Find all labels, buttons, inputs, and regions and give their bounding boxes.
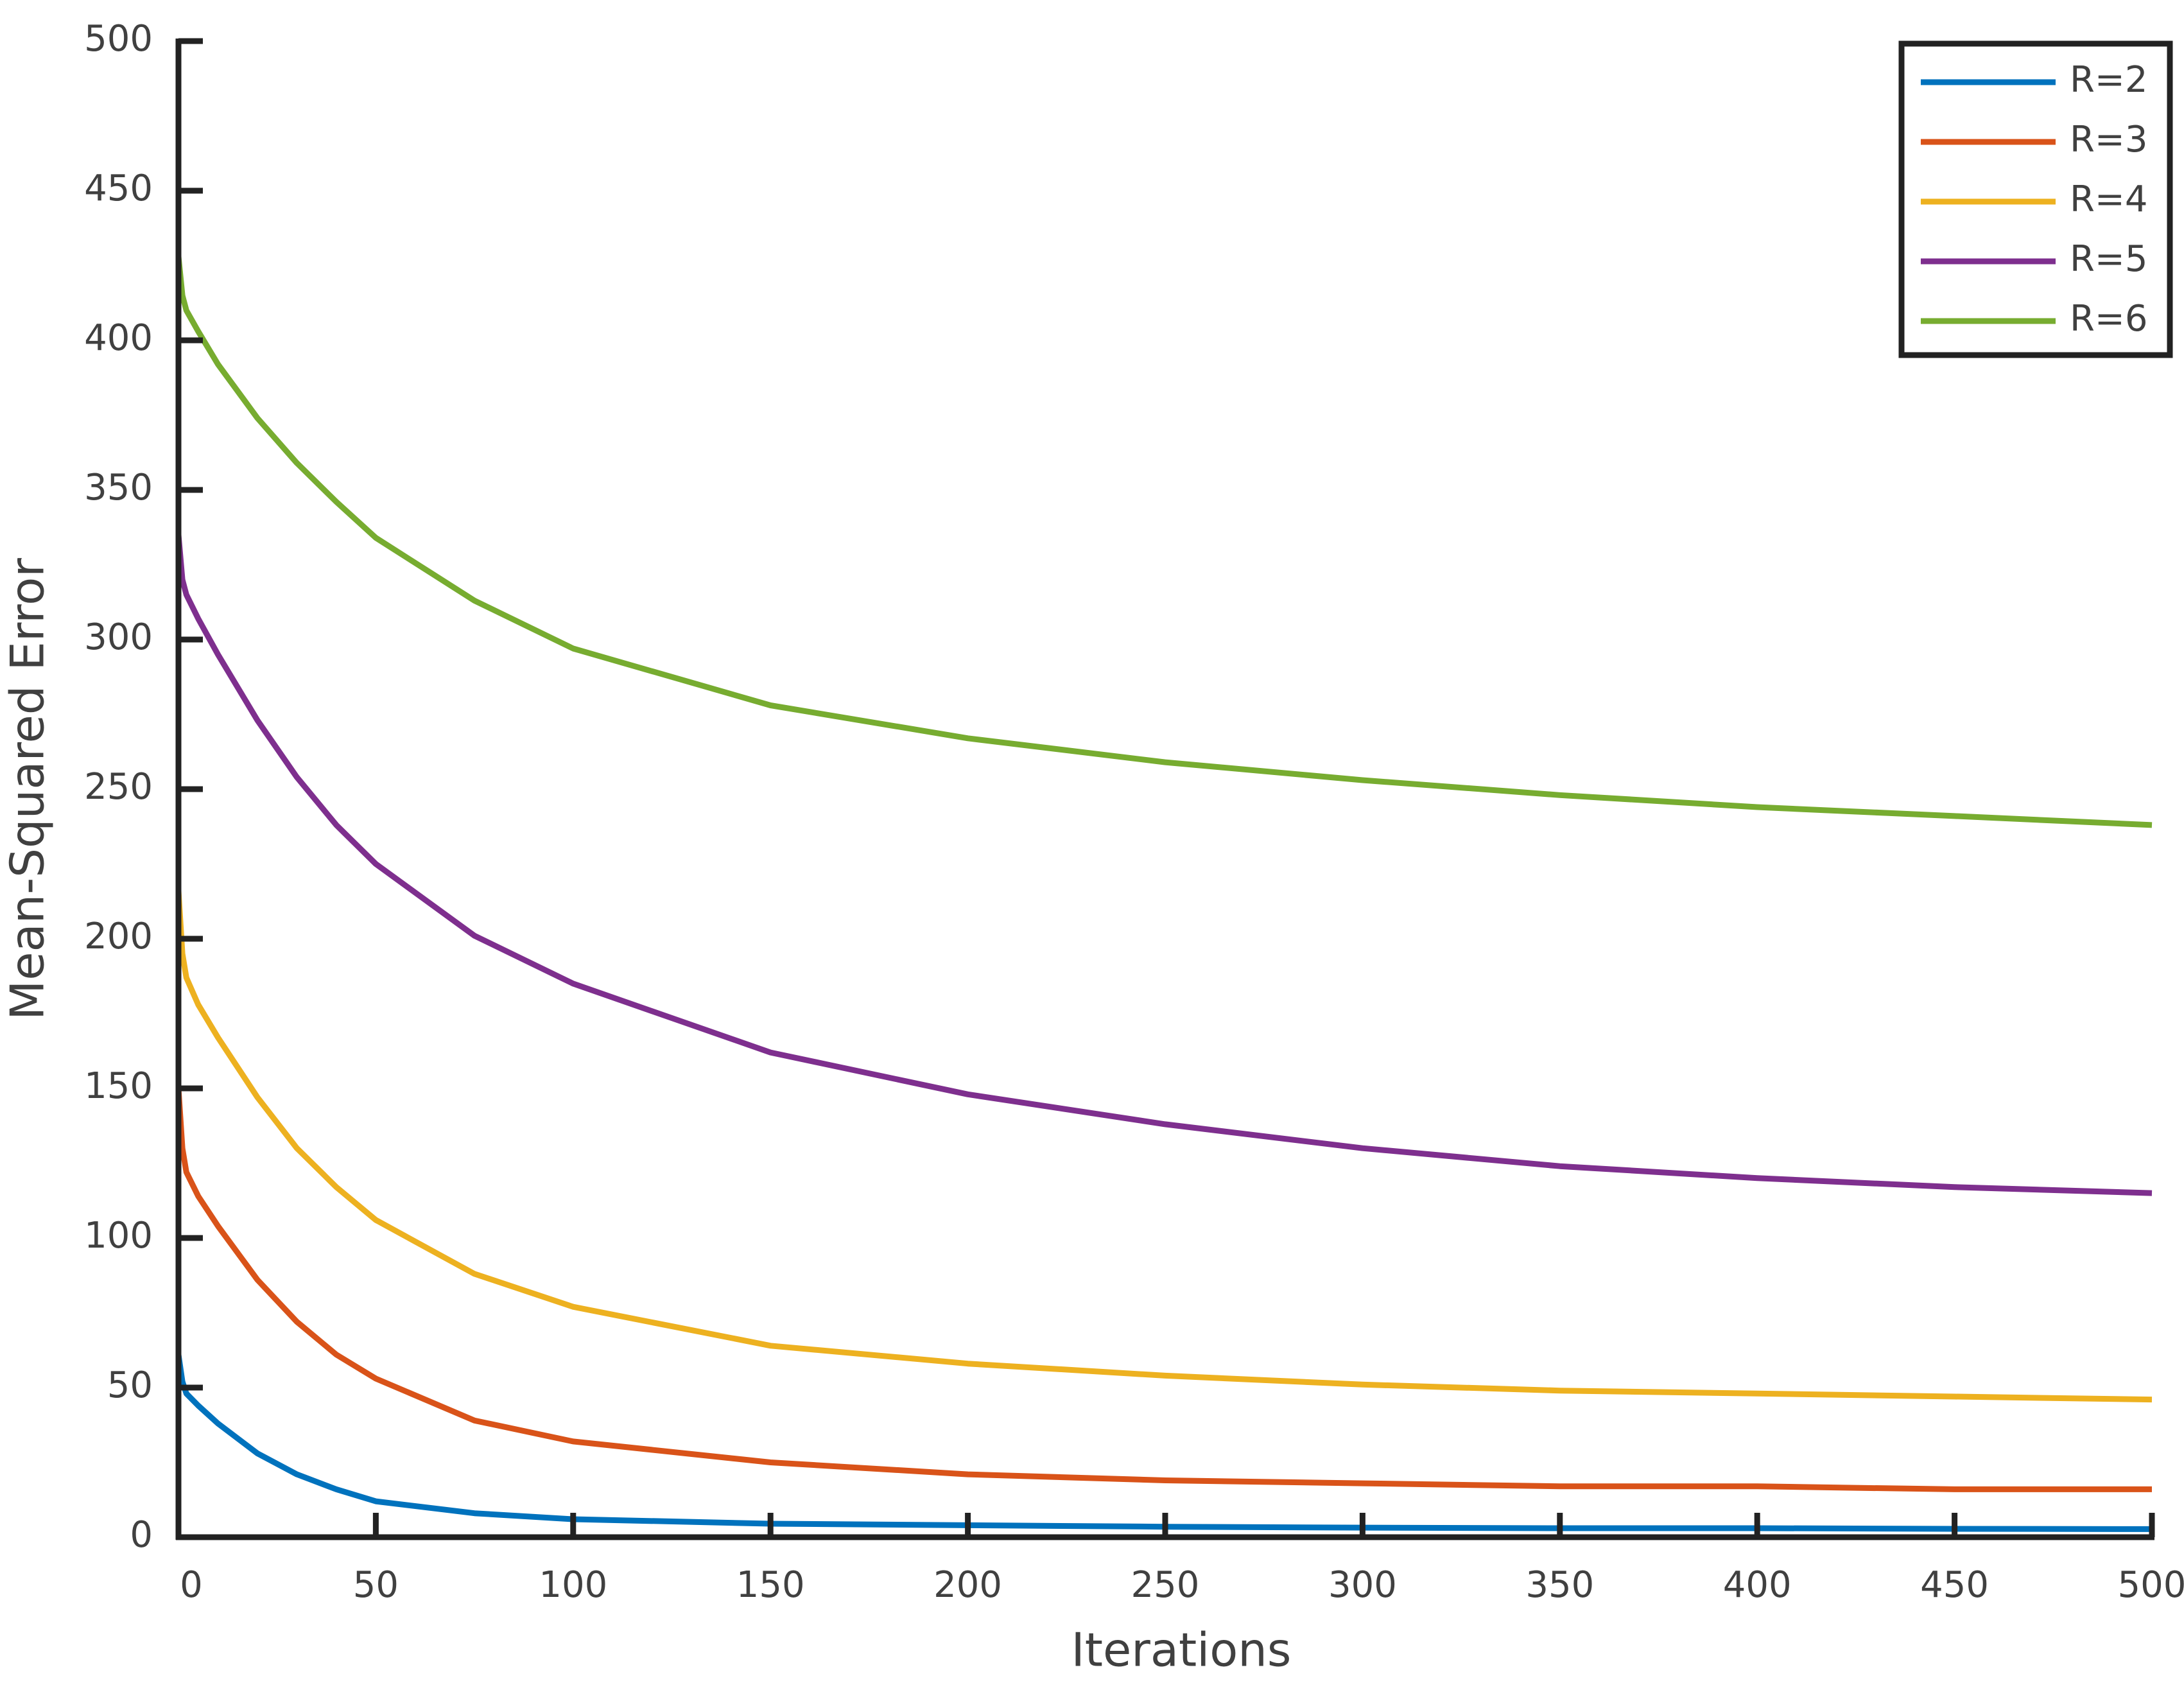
legend-label: R=4	[2070, 179, 2147, 220]
line-series	[175, 1088, 2152, 1492]
x-tick-label: 50	[353, 1564, 399, 1606]
x-tick-label: 100	[539, 1564, 607, 1606]
x-tick-label: 500	[2118, 1564, 2184, 1606]
line-series	[175, 1354, 2153, 1532]
y-tick-label: 150	[84, 1065, 153, 1107]
y-tick-label: 300	[84, 616, 153, 658]
y-tick-label: 500	[84, 18, 153, 60]
legend-label: R=2	[2070, 59, 2147, 101]
y-tick-label: 400	[84, 317, 153, 359]
x-tick-label: 350	[1525, 1564, 1594, 1606]
line-series	[175, 534, 2153, 1196]
x-tick-label: 450	[1920, 1564, 1989, 1606]
y-tick-label: 350	[84, 467, 153, 509]
x-axis-label: Iterations	[1071, 1623, 1292, 1677]
line-series	[175, 891, 2153, 1403]
y-tick-label: 200	[84, 916, 153, 957]
legend-label: R=5	[2070, 238, 2147, 280]
x-tick-label: 250	[1131, 1564, 1200, 1606]
x-tick-label: 400	[1723, 1564, 1792, 1606]
y-tick-label: 0	[130, 1514, 153, 1556]
legend-label: R=3	[2070, 119, 2147, 161]
x-tick-label: 300	[1328, 1564, 1397, 1606]
line-series	[175, 256, 2153, 828]
y-tick-label: 250	[84, 766, 153, 808]
x-tick-label: 0	[180, 1564, 203, 1606]
y-tick-label: 450	[84, 168, 153, 209]
x-tick-label: 150	[736, 1564, 805, 1606]
x-tick-label: 200	[933, 1564, 1002, 1606]
y-axis-label: Mean-Squared Error	[1, 558, 55, 1020]
legend-label: R=6	[2070, 298, 2147, 340]
y-tick-label: 100	[84, 1215, 153, 1257]
y-tick-label: 50	[107, 1364, 153, 1406]
